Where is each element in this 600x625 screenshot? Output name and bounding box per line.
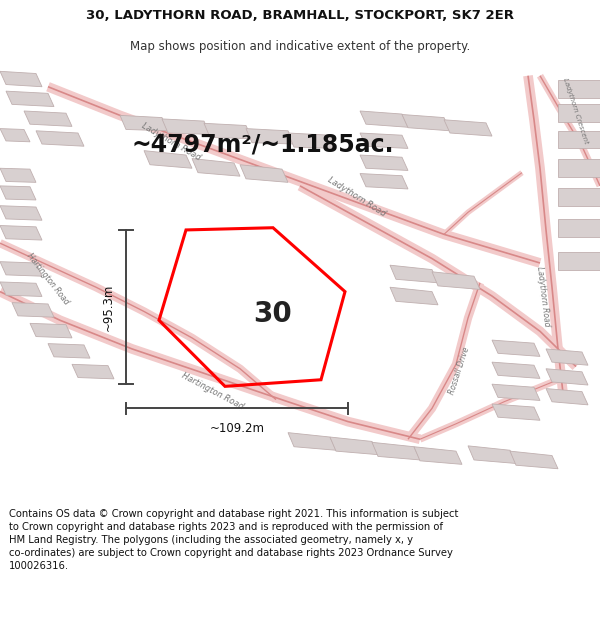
Polygon shape <box>546 389 588 405</box>
Polygon shape <box>0 129 30 142</box>
Polygon shape <box>558 80 600 98</box>
Polygon shape <box>558 188 600 206</box>
Text: Rossall Drive: Rossall Drive <box>447 346 471 396</box>
Polygon shape <box>444 120 492 136</box>
Polygon shape <box>492 404 540 420</box>
Polygon shape <box>546 349 588 365</box>
Polygon shape <box>162 119 210 134</box>
Polygon shape <box>468 446 516 464</box>
Polygon shape <box>330 437 378 454</box>
Polygon shape <box>492 362 540 378</box>
Polygon shape <box>144 151 192 168</box>
Polygon shape <box>390 265 438 282</box>
Polygon shape <box>510 451 558 469</box>
Polygon shape <box>240 165 288 182</box>
Polygon shape <box>204 123 252 139</box>
Polygon shape <box>558 131 600 148</box>
Text: Map shows position and indicative extent of the property.: Map shows position and indicative extent… <box>130 41 470 53</box>
Polygon shape <box>558 104 600 122</box>
Polygon shape <box>558 252 600 269</box>
Text: Ladythorn Road: Ladythorn Road <box>140 121 202 162</box>
Polygon shape <box>0 71 42 87</box>
Text: Contains OS data © Crown copyright and database right 2021. This information is : Contains OS data © Crown copyright and d… <box>9 509 458 571</box>
Text: Ladythorn Crescent: Ladythorn Crescent <box>562 78 590 144</box>
Text: Hartington Road: Hartington Road <box>181 371 245 411</box>
Polygon shape <box>0 186 36 200</box>
Polygon shape <box>48 344 90 358</box>
Text: 30: 30 <box>254 299 292 328</box>
Text: Ladythorn Road: Ladythorn Road <box>326 176 388 218</box>
Polygon shape <box>414 447 462 464</box>
Polygon shape <box>558 159 600 177</box>
Polygon shape <box>432 272 480 289</box>
Polygon shape <box>492 340 540 356</box>
Polygon shape <box>30 323 72 338</box>
Text: Ladythorn Road: Ladythorn Road <box>535 266 551 327</box>
Polygon shape <box>0 168 36 182</box>
Polygon shape <box>372 442 420 460</box>
Text: ~4797m²/~1.185ac.: ~4797m²/~1.185ac. <box>132 132 395 156</box>
Polygon shape <box>0 282 42 296</box>
Text: 30, LADYTHORN ROAD, BRAMHALL, STOCKPORT, SK7 2ER: 30, LADYTHORN ROAD, BRAMHALL, STOCKPORT,… <box>86 9 514 22</box>
Polygon shape <box>492 384 540 401</box>
Polygon shape <box>360 133 408 148</box>
Polygon shape <box>0 262 42 276</box>
Polygon shape <box>192 159 240 176</box>
Text: ~109.2m: ~109.2m <box>209 422 265 435</box>
Polygon shape <box>0 226 42 240</box>
Polygon shape <box>360 111 408 128</box>
Polygon shape <box>6 91 54 106</box>
Polygon shape <box>36 131 84 146</box>
Polygon shape <box>546 369 588 385</box>
Polygon shape <box>120 116 168 131</box>
Polygon shape <box>246 129 294 144</box>
Text: ~95.3m: ~95.3m <box>101 283 115 331</box>
Polygon shape <box>24 111 72 126</box>
Polygon shape <box>360 155 408 171</box>
Polygon shape <box>558 219 600 236</box>
Polygon shape <box>288 432 336 450</box>
Text: Hartington Road: Hartington Road <box>25 251 71 306</box>
Polygon shape <box>12 302 54 317</box>
Polygon shape <box>0 206 42 220</box>
Polygon shape <box>390 288 438 305</box>
Polygon shape <box>72 364 114 379</box>
Polygon shape <box>402 114 450 131</box>
Polygon shape <box>288 133 336 148</box>
Polygon shape <box>360 174 408 189</box>
